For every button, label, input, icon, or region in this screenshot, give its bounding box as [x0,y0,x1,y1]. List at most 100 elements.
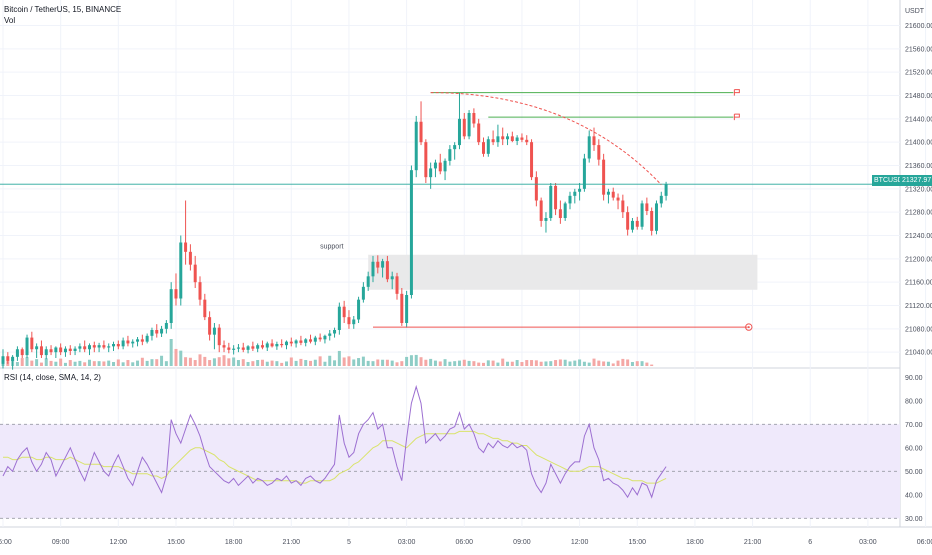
rsi-tick-label: 80.00 [905,398,923,405]
candle-body [54,347,58,353]
symbol-title[interactable]: Bitcoin / TetherUS, 15, BINANCE [4,5,122,14]
support-zone [368,254,758,290]
flag-icon [733,89,740,96]
candle-body [405,295,409,323]
candle-body [121,340,125,347]
volume-bar [405,356,409,366]
rsi-ma-line [3,430,667,484]
volume-bar [150,359,154,366]
candle-body [44,349,48,356]
time-tick-label: 03:00 [859,539,877,546]
rsi-pane[interactable] [0,384,900,519]
candle-body [131,341,135,344]
volume-bar [337,350,341,366]
candle-body [597,145,601,160]
volume-bar [174,348,178,366]
volume-bar [549,361,553,366]
candle-body [520,137,524,140]
candle-body [179,242,183,299]
volume-bar [361,356,365,366]
candle-body [429,168,433,178]
volume-bar [25,357,29,366]
candle-body [515,137,519,141]
candle-body [265,343,269,348]
volume-bar [35,359,39,366]
price-tick-label: 21520.00 [905,70,932,77]
drawing-tools[interactable] [0,89,900,331]
candle-body [323,335,327,340]
volume-bar [169,339,173,366]
volume-bar [54,361,58,366]
candle-body [352,319,356,325]
candle-body [328,333,332,336]
rsi-tick-label: 60.00 [905,445,923,452]
volume-bar [275,361,279,366]
volume-bar [544,361,548,366]
volume-bar [333,360,337,366]
candle-body [510,136,514,141]
candle-body [361,286,365,300]
volume-bar [145,360,149,366]
candle-body [107,346,111,348]
rsi-indicator-label[interactable]: RSI (14, close, SMA, 14, 2) [4,373,101,382]
candle-body [193,264,197,283]
volume-bar [232,357,236,366]
candle-body [621,200,625,213]
candle-body [371,261,375,277]
price-tick-label: 21440.00 [905,116,932,123]
volume-bar [381,359,385,366]
volume-indicator-label[interactable]: Vol [4,16,16,25]
candle-body [606,191,610,195]
candle-body [587,136,591,159]
time-tick-label: 21:00 [744,539,762,546]
arc-drawing [430,92,662,186]
volume-bar [630,362,634,366]
price-tick-label: 21280.00 [905,210,932,217]
price-tick-label: 21360.00 [905,163,932,170]
time-tick-label: 06:00 [917,539,932,546]
target-icon [745,323,753,331]
volume-bar [578,359,582,366]
volume-bar [587,362,591,366]
price-tick-label: 21160.00 [905,280,932,287]
candle-body [491,139,495,143]
volume-bar [121,362,125,366]
candle-body [289,341,293,344]
volume-bar [558,359,562,366]
candle-body [155,330,159,334]
volume-bar [371,361,375,366]
candle-body [573,191,577,196]
candle-body [664,184,668,196]
candle-body [184,242,188,252]
candle-body [539,200,543,221]
price-tick-label: 21400.00 [905,140,932,147]
annotation-background: support [320,243,758,290]
candle-body [462,118,466,137]
volume-bar [256,360,260,366]
candle-body [198,282,202,300]
candle-body [174,289,178,299]
volume-bar [453,361,457,366]
volume-bar [429,358,433,366]
candle-body [188,251,192,265]
volume-bar [376,359,380,366]
volume-bar [467,360,471,366]
candle-body [256,345,260,349]
time-tick-label: 12:00 [571,539,589,546]
flag-icon [733,113,740,121]
candle-body [645,203,649,211]
price-tick-label: 21240.00 [905,233,932,240]
volume-bar [611,363,615,366]
candlesticks[interactable] [1,92,668,370]
volume-bar [313,359,317,366]
volume-bar [92,361,96,366]
candle-body [424,142,428,178]
candle-body [97,345,101,348]
candle-body [59,347,63,353]
volume-bar [68,360,72,366]
candle-body [414,121,418,171]
candle-body [549,185,553,218]
volume-bar [496,362,500,366]
